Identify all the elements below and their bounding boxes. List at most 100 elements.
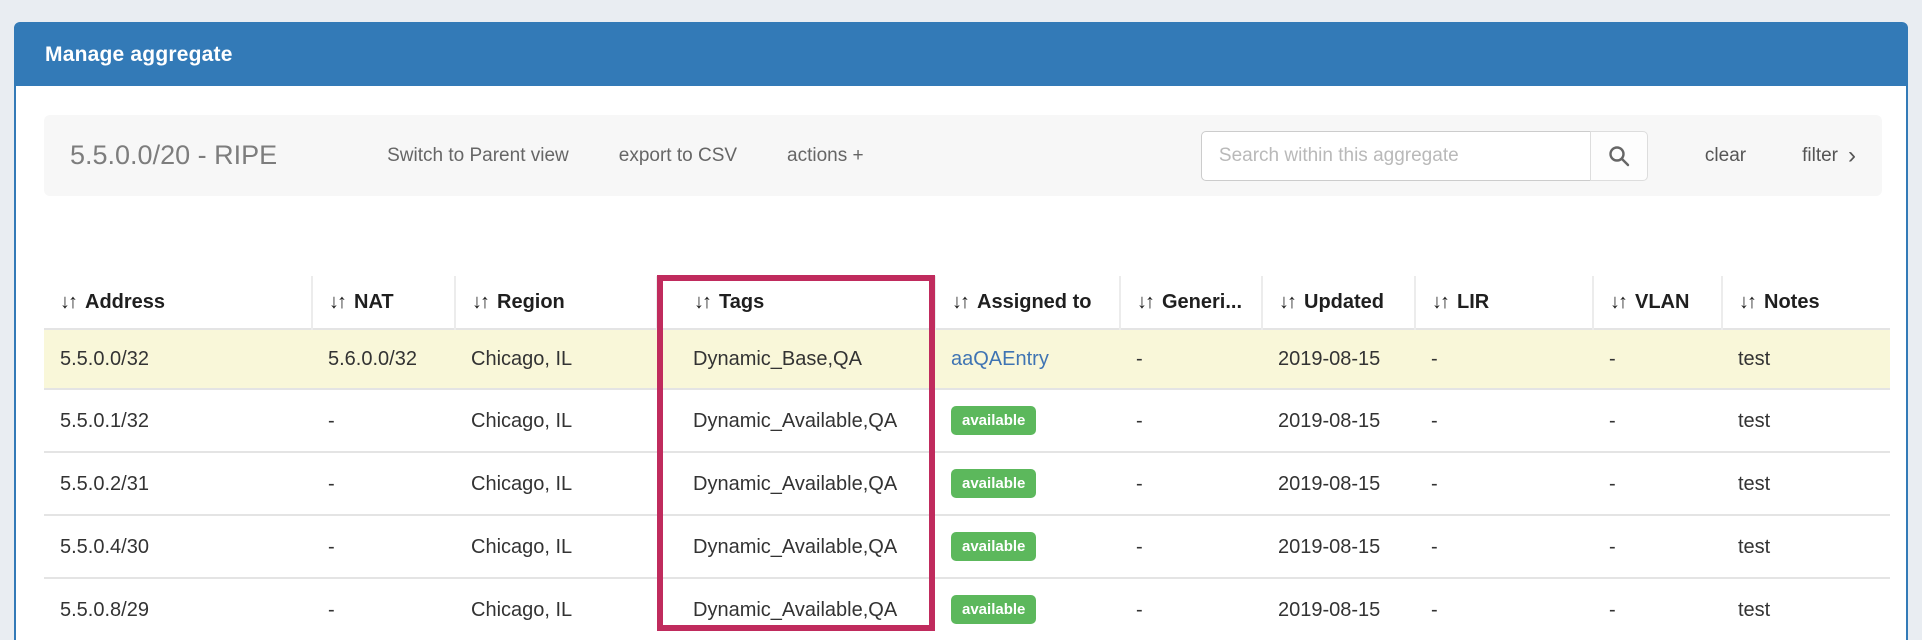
- column-header-tags[interactable]: ↓↑ Tags: [656, 276, 935, 329]
- column-header-region[interactable]: ↓↑ Region: [454, 276, 657, 329]
- column-header-updated[interactable]: ↓↑ Updated: [1261, 276, 1415, 329]
- column-header-generic[interactable]: ↓↑ Generi...: [1119, 276, 1262, 329]
- page-title: Manage aggregate: [45, 43, 233, 66]
- column-header-notes[interactable]: ↓↑ Notes: [1721, 276, 1890, 329]
- cell-notes: test: [1722, 577, 1890, 640]
- status-badge: available: [951, 595, 1037, 624]
- cell-address: 5.5.0.0/32: [44, 328, 312, 389]
- filter-link-label: filter: [1802, 144, 1838, 166]
- column-header-vlan[interactable]: ↓↑ VLAN: [1592, 276, 1722, 329]
- cell-region: Chicago, IL: [455, 451, 657, 515]
- clear-link[interactable]: clear: [1704, 144, 1747, 166]
- sort-icon: ↓↑: [1432, 291, 1450, 313]
- toolbar-links: Switch to Parent view export to CSV acti…: [387, 145, 864, 167]
- column-header-nat[interactable]: ↓↑ NAT: [311, 276, 455, 329]
- sort-icon: ↓↑: [1137, 291, 1155, 313]
- search-group: [1200, 130, 1648, 181]
- cell-tags: Dynamic_Available,QA: [657, 388, 935, 452]
- column-label: Notes: [1764, 291, 1820, 313]
- switch-to-parent-view-link[interactable]: Switch to Parent view: [387, 144, 569, 166]
- cell-region: Chicago, IL: [455, 577, 657, 640]
- cell-generic: -: [1120, 451, 1262, 515]
- status-badge: available: [951, 532, 1037, 561]
- cell-region: Chicago, IL: [455, 514, 657, 578]
- cell-generic: -: [1120, 328, 1262, 389]
- cell-vlan: -: [1593, 451, 1722, 515]
- cell-lir: -: [1415, 577, 1593, 640]
- column-label: VLAN: [1635, 291, 1690, 313]
- cell-assigned-to: aaQAEntry: [935, 328, 1120, 389]
- column-label: LIR: [1457, 291, 1490, 313]
- cell-vlan: -: [1593, 514, 1722, 578]
- table-row: 5.5.0.8/29 - Chicago, IL Dynamic_Availab…: [44, 577, 1890, 640]
- cell-assigned-to: available: [935, 577, 1120, 640]
- cell-lir: -: [1415, 451, 1593, 515]
- column-label: Generi...: [1162, 291, 1243, 313]
- column-label: Region: [497, 291, 565, 313]
- cell-nat: -: [312, 388, 455, 452]
- column-header-address[interactable]: ↓↑ Address: [44, 276, 312, 329]
- cell-address: 5.5.0.2/31: [44, 451, 312, 515]
- status-badge: available: [951, 406, 1037, 435]
- cell-notes: test: [1722, 388, 1890, 452]
- cell-notes: test: [1722, 451, 1890, 515]
- cell-vlan: -: [1593, 328, 1722, 389]
- cell-updated: 2019-08-15: [1262, 328, 1415, 389]
- cell-notes: test: [1722, 328, 1890, 389]
- column-label: Tags: [719, 291, 765, 313]
- cell-assigned-to: available: [935, 388, 1120, 452]
- table-row: 5.5.0.0/32 5.6.0.0/32 Chicago, IL Dynami…: [44, 328, 1890, 389]
- sort-icon: ↓↑: [952, 291, 970, 313]
- cell-nat: 5.6.0.0/32: [312, 328, 455, 389]
- cell-lir: -: [1415, 328, 1593, 389]
- table-header-row: ↓↑ Address ↓↑ NAT ↓↑ Region ↓↑ Tags ↓↑ Assign…: [44, 276, 1890, 329]
- cell-assigned-to: available: [935, 451, 1120, 515]
- cell-notes: test: [1722, 514, 1890, 578]
- table-row: 5.5.0.1/32 - Chicago, IL Dynamic_Availab…: [44, 388, 1890, 452]
- cell-address: 5.5.0.8/29: [44, 577, 312, 640]
- assigned-entry-link[interactable]: aaQAEntry: [951, 348, 1049, 370]
- actions-menu-link[interactable]: actions +: [787, 144, 864, 166]
- export-to-csv-link[interactable]: export to CSV: [618, 144, 738, 166]
- cell-region: Chicago, IL: [455, 328, 657, 389]
- search-button[interactable]: [1589, 130, 1648, 181]
- cell-address: 5.5.0.4/30: [44, 514, 312, 578]
- cell-tags: Dynamic_Available,QA: [657, 451, 935, 515]
- cell-lir: -: [1415, 514, 1593, 578]
- column-header-lir[interactable]: ↓↑ LIR: [1414, 276, 1593, 329]
- column-header-assigned-to[interactable]: ↓↑ Assigned to: [934, 276, 1120, 329]
- cell-nat: -: [312, 514, 455, 578]
- cell-nat: -: [312, 577, 455, 640]
- cell-generic: -: [1120, 388, 1262, 452]
- column-label: Updated: [1304, 291, 1384, 313]
- sort-icon: ↓↑: [329, 291, 347, 313]
- table-row: 5.5.0.4/30 - Chicago, IL Dynamic_Availab…: [44, 514, 1890, 578]
- table-row: 5.5.0.2/31 - Chicago, IL Dynamic_Availab…: [44, 451, 1890, 515]
- cell-updated: 2019-08-15: [1262, 514, 1415, 578]
- status-badge: available: [951, 469, 1037, 498]
- cell-tags: Dynamic_Base,QA: [657, 328, 935, 389]
- panel-header: Manage aggregate: [16, 24, 1906, 86]
- chevron-right-icon: ›: [1848, 141, 1856, 169]
- aggregate-table: ↓↑ Address ↓↑ NAT ↓↑ Region ↓↑ Tags ↓↑ Assign…: [44, 276, 1890, 640]
- cell-nat: -: [312, 451, 455, 515]
- search-icon: [1609, 145, 1630, 166]
- sort-icon: ↓↑: [60, 291, 78, 313]
- sort-icon: ↓↑: [1279, 291, 1297, 313]
- cell-region: Chicago, IL: [455, 388, 657, 452]
- cell-updated: 2019-08-15: [1262, 388, 1415, 452]
- cell-assigned-to: available: [935, 514, 1120, 578]
- cell-generic: -: [1120, 577, 1262, 640]
- aggregate-table-wrap: ↓↑ Address ↓↑ NAT ↓↑ Region ↓↑ Tags ↓↑ Assign…: [44, 275, 1890, 640]
- sort-icon: ↓↑: [472, 291, 490, 313]
- sort-icon: ↓↑: [1610, 291, 1628, 313]
- column-label: NAT: [354, 291, 394, 313]
- cell-generic: -: [1120, 514, 1262, 578]
- aggregate-title: 5.5.0.0/20 - RIPE: [70, 140, 278, 170]
- filter-link[interactable]: filter ›: [1802, 141, 1856, 169]
- search-input[interactable]: [1200, 130, 1591, 181]
- cell-tags: Dynamic_Available,QA: [657, 514, 935, 578]
- cell-vlan: -: [1593, 388, 1722, 452]
- cell-tags: Dynamic_Available,QA: [657, 577, 935, 640]
- cell-updated: 2019-08-15: [1262, 451, 1415, 515]
